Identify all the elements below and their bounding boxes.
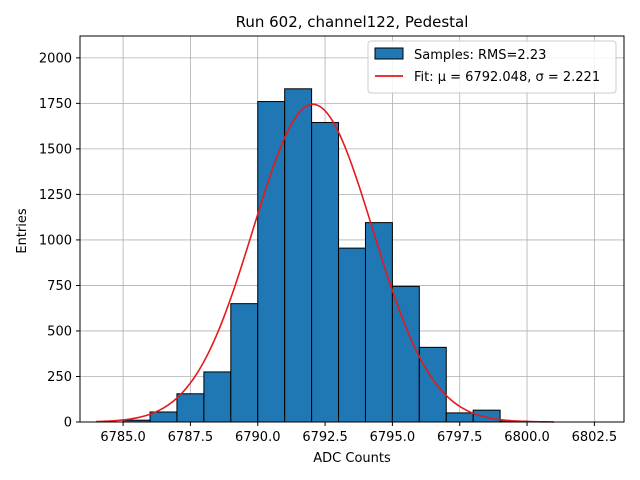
histogram-bar bbox=[338, 247, 366, 423]
x-tick-label: 6802.5 bbox=[572, 430, 618, 445]
histogram-bar bbox=[311, 121, 340, 423]
histogram-bar bbox=[176, 393, 205, 423]
y-tick-label: 1250 bbox=[39, 188, 72, 203]
y-tick-label: 1000 bbox=[39, 233, 72, 248]
legend-label-fit: Fit: μ = 6792.048, σ = 2.221 bbox=[414, 70, 600, 85]
y-tick-label: 250 bbox=[47, 370, 72, 385]
x-axis-label: ADC Counts bbox=[313, 451, 391, 466]
y-tick-label: 750 bbox=[47, 279, 72, 294]
y-tick-label: 500 bbox=[47, 324, 72, 339]
y-axis-ticks: 0 250 500 750 1000 1250 1500 1750 2000 bbox=[39, 51, 80, 431]
x-axis-ticks: 6785.0 6787.5 6790.0 6792.5 6795.0 6797.5 6800… bbox=[100, 422, 617, 445]
x-tick-label: 6797.5 bbox=[437, 430, 483, 445]
histogram-bar bbox=[230, 303, 259, 423]
plot-frame bbox=[79, 35, 625, 423]
histogram-bars bbox=[122, 88, 528, 423]
x-tick-label: 6795.0 bbox=[370, 430, 416, 445]
x-tick-label: 6792.5 bbox=[302, 430, 348, 445]
legend-swatch-histogram bbox=[374, 47, 404, 60]
histogram-bar bbox=[418, 346, 447, 423]
chart-title: Run 602, channel122, Pedestal bbox=[236, 13, 469, 31]
y-tick-label: 0 bbox=[64, 416, 72, 431]
histogram-bar bbox=[257, 101, 286, 423]
legend-label-histogram: Samples: RMS=2.23 bbox=[414, 48, 546, 63]
histogram-bar bbox=[391, 285, 420, 423]
y-tick-label: 2000 bbox=[39, 51, 72, 66]
x-tick-label: 6787.5 bbox=[168, 430, 214, 445]
histogram-bar bbox=[445, 412, 474, 423]
x-tick-label: 6800.0 bbox=[504, 430, 550, 445]
x-tick-label: 6785.0 bbox=[100, 430, 146, 445]
histogram-bar bbox=[203, 371, 232, 423]
y-tick-label: 1750 bbox=[39, 97, 72, 112]
histogram-bar bbox=[472, 409, 501, 423]
fit-curve bbox=[96, 103, 554, 423]
x-tick-label: 6790.0 bbox=[235, 430, 281, 445]
histogram-bar bbox=[364, 222, 393, 423]
histogram-bar bbox=[284, 88, 313, 423]
y-tick-label: 1500 bbox=[39, 142, 72, 157]
legend-box bbox=[367, 40, 617, 94]
fit-curve-layer bbox=[96, 103, 554, 423]
legend: Samples: RMS=2.23 Fit: μ = 6792.048, σ =… bbox=[367, 40, 617, 94]
y-axis-label: Entries bbox=[15, 208, 30, 254]
